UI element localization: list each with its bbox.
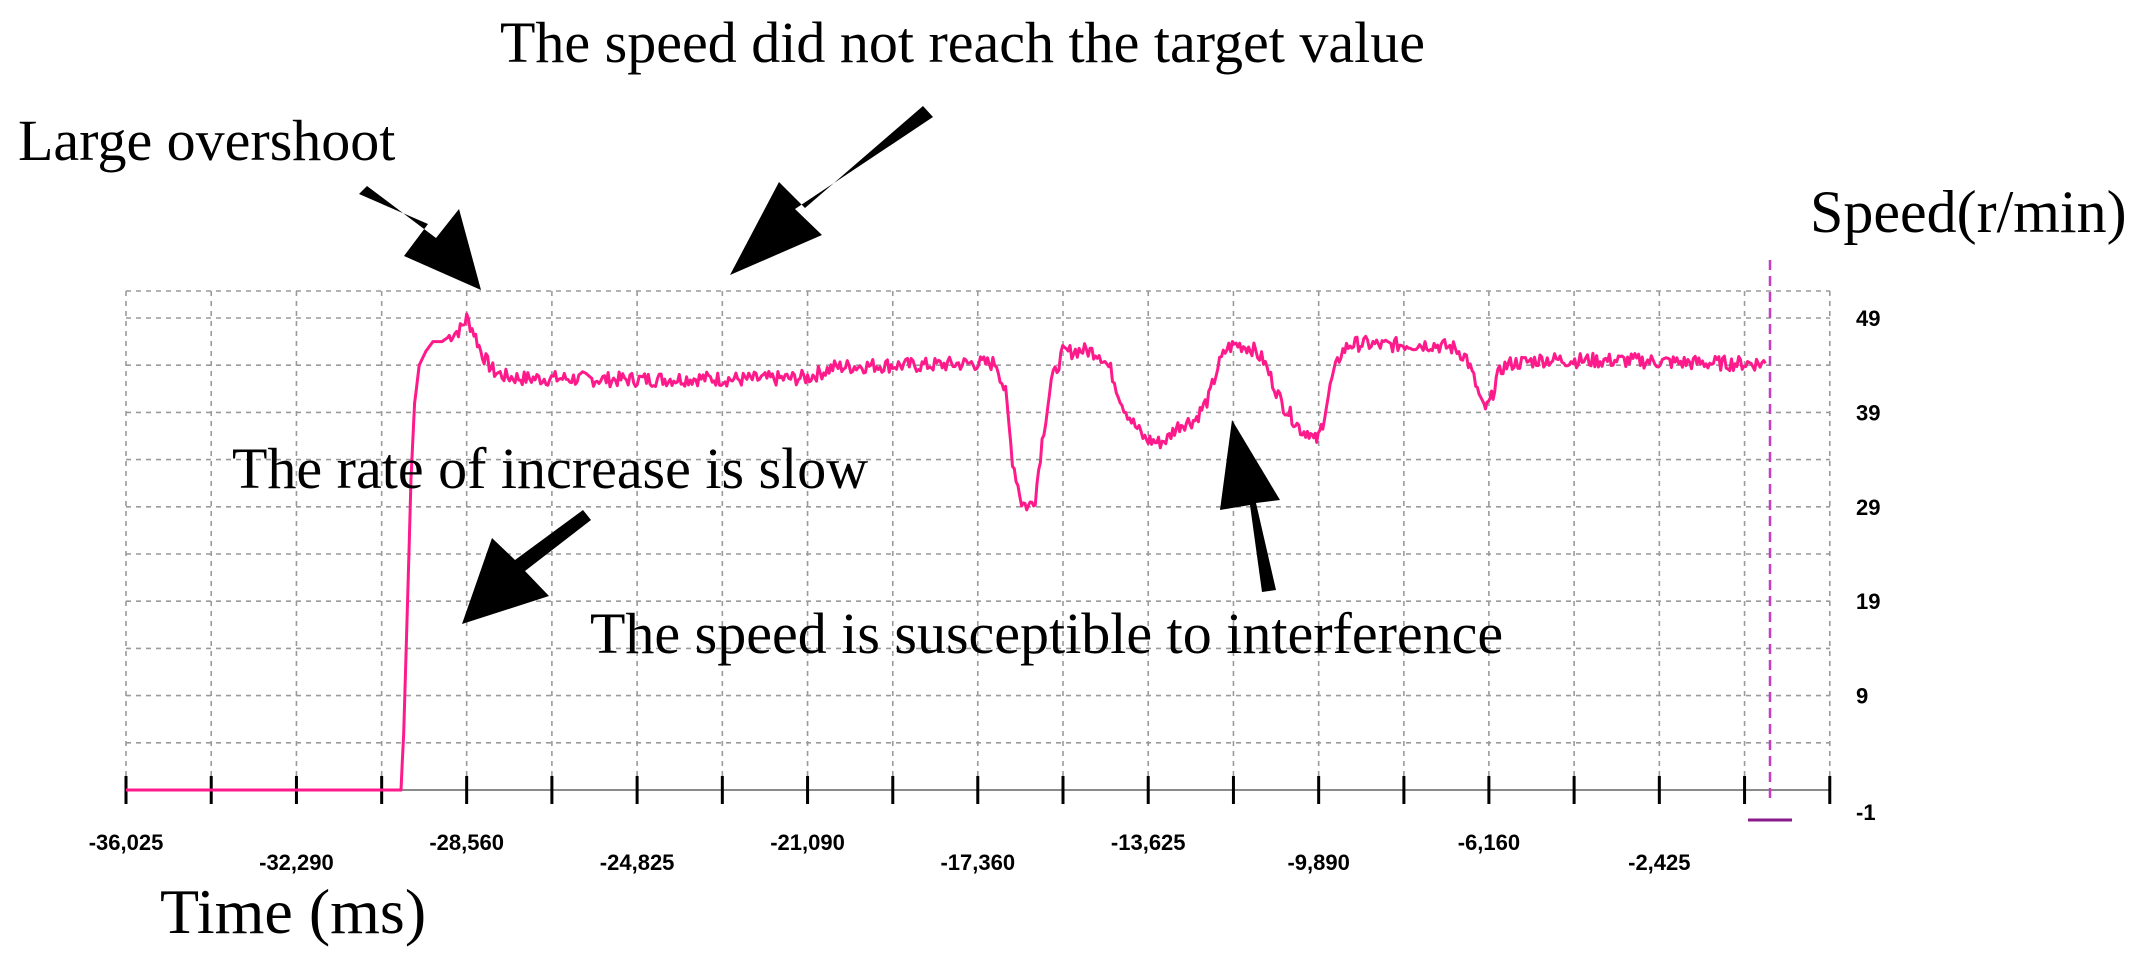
annotation-large-overshoot: Large overshoot — [18, 108, 395, 173]
annotation-rate-increase-slow: The rate of increase is slow — [232, 436, 868, 501]
y-tick-label: 19 — [1856, 589, 1880, 614]
x-tick-label: -32,290 — [259, 850, 334, 875]
x-tick-label: -2,425 — [1628, 850, 1690, 875]
arrow-rate-increase-slow — [462, 510, 591, 624]
y-tick-labels: 49 39 29 19 9 -1 — [1856, 306, 1880, 825]
x-tick-label: -21,090 — [770, 830, 845, 855]
speed-series — [126, 312, 1767, 792]
x-tick-label: -36,025 — [89, 830, 164, 855]
y-tick-label: 49 — [1856, 306, 1880, 331]
series-line — [126, 312, 1767, 792]
cursor-marker — [1748, 260, 1792, 822]
y-axis-label: Speed(r/min) — [1810, 179, 2127, 245]
arrow-speed-not-reach-target — [730, 106, 933, 275]
y-tick-label: -1 — [1856, 800, 1876, 825]
y-tick-label: 29 — [1856, 495, 1880, 520]
y-tick-label: 9 — [1856, 684, 1868, 709]
annotation-speed-interference: The speed is susceptible to interference — [590, 601, 1503, 666]
x-axis-label: Time (ms) — [160, 876, 426, 947]
x-tick-label: -24,825 — [600, 850, 675, 875]
x-tick-label: -6,160 — [1458, 830, 1520, 855]
annotation-speed-not-reach-target: The speed did not reach the target value — [500, 10, 1425, 75]
x-tick-label: -9,890 — [1287, 850, 1349, 875]
arrow-speed-interference — [1220, 420, 1280, 592]
x-tick-label: -13,625 — [1111, 830, 1186, 855]
x-tick-labels: -36,025 -32,290 -28,560 -24,825 -21,090 -17,3… — [89, 830, 1691, 875]
y-tick-label: 39 — [1856, 400, 1880, 425]
arrow-large-overshoot — [359, 186, 481, 290]
x-tick-label: -17,360 — [940, 850, 1015, 875]
x-tick-label: -28,560 — [429, 830, 504, 855]
x-axis — [124, 776, 1832, 804]
